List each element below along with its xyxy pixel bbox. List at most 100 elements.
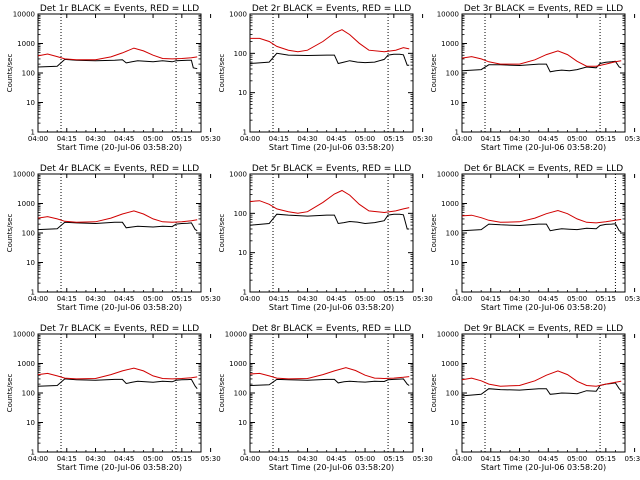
x-tick-label: 04:00: [28, 135, 48, 143]
y-tick-label: 10000: [13, 331, 35, 339]
x-axis-label: Start Time (20-Jul-06 03:58:20): [269, 303, 394, 312]
lld-series-line: [37, 47, 198, 61]
y-tick-label: 100: [22, 390, 35, 398]
x-tick-label: 04:15: [269, 135, 289, 143]
x-tick-label: 05:15: [384, 135, 404, 143]
y-tick-label: 10000: [437, 331, 459, 339]
x-tick-label: 04:45: [114, 455, 134, 463]
x-tick-label: 04:30: [297, 455, 317, 463]
plot-frame: [37, 333, 202, 453]
y-axis-label: Counts/sec: [218, 54, 226, 93]
x-tick-label: 04:15: [481, 295, 501, 303]
x-tick-label: 05:00: [355, 135, 375, 143]
events-series-line: [461, 60, 622, 73]
x-axis-label: Start Time (20-Jul-06 03:58:20): [57, 143, 182, 152]
panel-title: Det 4r BLACK = Events, RED = LLD: [40, 164, 199, 174]
panel-title: Det 1r BLACK = Events, RED = LLD: [40, 4, 199, 14]
x-tick-label: 04:15: [481, 135, 501, 143]
x-tick-label: 04:30: [85, 455, 105, 463]
x-tick-label: 04:00: [452, 455, 472, 463]
events-series-line: [249, 213, 410, 230]
y-tick-label: 100: [22, 230, 35, 238]
x-tick-label: 04:45: [326, 455, 346, 463]
detector-panel: Det 1r BLACK = Events, RED = LLD Counts/s…: [6, 4, 221, 152]
plot-frame: [249, 13, 414, 133]
events-series-line: [37, 221, 198, 232]
x-tick-label: 05:30: [200, 455, 220, 463]
y-axis-label: Counts/sec: [430, 54, 438, 93]
detector-panel: Det 9r BLACK = Events, RED = LLD Counts/s…: [430, 324, 640, 472]
x-tick-label: 05:00: [355, 455, 375, 463]
y-tick-label: 10: [450, 99, 459, 107]
x-tick-label: 05:00: [143, 135, 163, 143]
events-series-line: [249, 52, 410, 66]
x-tick-label: 05:30: [200, 295, 220, 303]
y-tick-label: 10: [26, 99, 35, 107]
lld-series-line: [249, 189, 410, 214]
y-tick-label: 1000: [441, 40, 459, 48]
lld-series-line: [37, 210, 198, 223]
x-tick-label: 05:30: [624, 295, 640, 303]
y-tick-label: 100: [234, 210, 247, 218]
x-tick-label: 04:30: [509, 135, 529, 143]
x-tick-label: 04:45: [538, 455, 558, 463]
x-axis-label: Start Time (20-Jul-06 03:58:20): [481, 463, 606, 472]
y-tick-label: 10: [26, 259, 35, 267]
y-tick-label: 1: [31, 289, 35, 297]
detector-panel: Det 6r BLACK = Events, RED = LLD Counts/s…: [430, 164, 640, 312]
x-tick-label: 04:45: [326, 135, 346, 143]
x-tick-label: 05:00: [567, 135, 587, 143]
y-tick-label: 10: [450, 419, 459, 427]
plot-frame: [461, 13, 626, 133]
x-tick-label: 05:15: [172, 135, 192, 143]
x-axis-label: Start Time (20-Jul-06 03:58:20): [57, 463, 182, 472]
y-tick-label: 100: [446, 230, 459, 238]
panel-title: Det 7r BLACK = Events, RED = LLD: [40, 324, 199, 334]
x-tick-label: 05:15: [172, 455, 192, 463]
y-tick-label: 10: [450, 259, 459, 267]
y-tick-label: 1: [243, 289, 247, 297]
y-tick-label: 1: [455, 129, 459, 137]
events-series-line: [249, 378, 410, 386]
y-tick-label: 10000: [437, 11, 459, 19]
x-tick-label: 05:00: [567, 455, 587, 463]
x-tick-label: 05:30: [412, 135, 432, 143]
y-tick-label: 10: [238, 419, 247, 427]
y-tick-label: 10: [238, 89, 247, 97]
x-tick-label: 04:30: [509, 295, 529, 303]
y-axis-label: Counts/sec: [6, 374, 14, 413]
lld-series-line: [37, 367, 198, 380]
plot-frame: [461, 173, 626, 293]
x-tick-label: 04:00: [240, 135, 260, 143]
x-tick-label: 04:45: [538, 295, 558, 303]
y-axis-label: Counts/sec: [430, 374, 438, 413]
y-tick-label: 1: [455, 289, 459, 297]
y-tick-label: 1000: [441, 200, 459, 208]
x-tick-label: 04:45: [114, 135, 134, 143]
x-axis-label: Start Time (20-Jul-06 03:58:20): [481, 143, 606, 152]
y-tick-label: 10: [26, 419, 35, 427]
y-tick-label: 1000: [229, 11, 247, 19]
panel-title: Det 9r BLACK = Events, RED = LLD: [464, 324, 623, 334]
x-tick-label: 04:00: [28, 295, 48, 303]
x-tick-label: 04:00: [452, 295, 472, 303]
x-tick-label: 04:15: [57, 135, 77, 143]
detector-panel: Det 8r BLACK = Events, RED = LLD Counts/s…: [218, 324, 433, 472]
y-tick-label: 100: [446, 70, 459, 78]
events-series-line: [461, 382, 622, 397]
x-tick-label: 04:15: [269, 295, 289, 303]
x-tick-label: 04:30: [509, 455, 529, 463]
x-tick-label: 04:15: [269, 455, 289, 463]
plot-frame: [37, 13, 202, 133]
x-tick-label: 05:30: [200, 135, 220, 143]
detector-panel: Det 3r BLACK = Events, RED = LLD Counts/s…: [430, 4, 640, 152]
x-tick-label: 05:15: [596, 295, 616, 303]
y-tick-label: 100: [446, 390, 459, 398]
y-tick-label: 1000: [17, 200, 35, 208]
x-tick-label: 04:00: [240, 295, 260, 303]
y-tick-label: 1000: [229, 360, 247, 368]
detector-panel: Det 5r BLACK = Events, RED = LLD Counts/s…: [218, 164, 433, 312]
panel-title: Det 5r BLACK = Events, RED = LLD: [252, 164, 411, 174]
detector-panel: Det 2r BLACK = Events, RED = LLD Counts/s…: [218, 4, 433, 152]
x-tick-label: 04:15: [481, 455, 501, 463]
